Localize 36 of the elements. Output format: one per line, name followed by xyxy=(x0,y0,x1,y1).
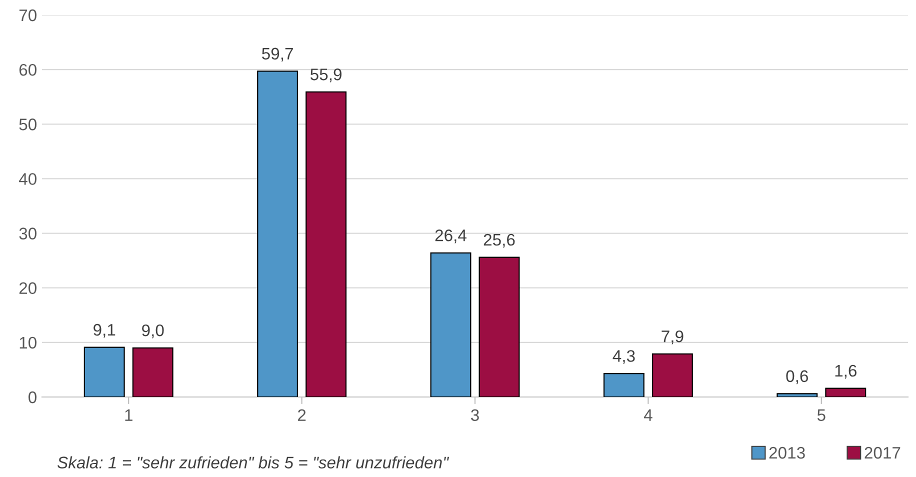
data-label: 1,6 xyxy=(835,364,856,379)
bar xyxy=(430,252,472,397)
data-label: 25,6 xyxy=(484,234,515,248)
bar xyxy=(132,347,174,397)
bar xyxy=(84,346,125,397)
data-label: 55,9 xyxy=(310,68,342,82)
y-tick-label: 30 xyxy=(19,228,36,240)
bar xyxy=(776,393,818,397)
bar xyxy=(306,91,347,397)
x-tick-label: 2 xyxy=(298,409,306,421)
data-label: 26,4 xyxy=(435,230,466,244)
y-tick-label: 0 xyxy=(28,391,36,404)
x-tick-label: 5 xyxy=(817,409,826,422)
bar xyxy=(257,70,298,397)
text: Skala: 1 = "sehr zufrieden" bis 5 = "sehr unzufrieden" xyxy=(57,456,450,468)
y-tick-label: 70 xyxy=(19,9,36,22)
data-label: 9,1 xyxy=(94,324,116,338)
y-tick-label: 50 xyxy=(19,118,36,130)
y-tick-label: 10 xyxy=(20,336,36,349)
x-tick-label: 4 xyxy=(644,409,652,421)
y-tick-label: 40 xyxy=(18,173,36,185)
y-tick-label: 20 xyxy=(19,282,36,294)
legend-label: 2017 xyxy=(864,446,900,459)
data-label: 9,0 xyxy=(142,324,164,338)
bar xyxy=(478,256,520,397)
bar xyxy=(825,388,866,397)
x-tick-label: 1 xyxy=(125,409,132,421)
data-label: 4,3 xyxy=(612,350,635,364)
x-tick-label: 3 xyxy=(471,409,479,422)
y-tick-label: 60 xyxy=(19,64,36,76)
data-label: 0,6 xyxy=(786,370,808,384)
bar xyxy=(652,353,693,397)
data-label: 7,9 xyxy=(662,330,684,344)
bar xyxy=(603,372,644,397)
data-label: 59,7 xyxy=(262,48,293,62)
legend-label: 2013 xyxy=(769,446,805,459)
